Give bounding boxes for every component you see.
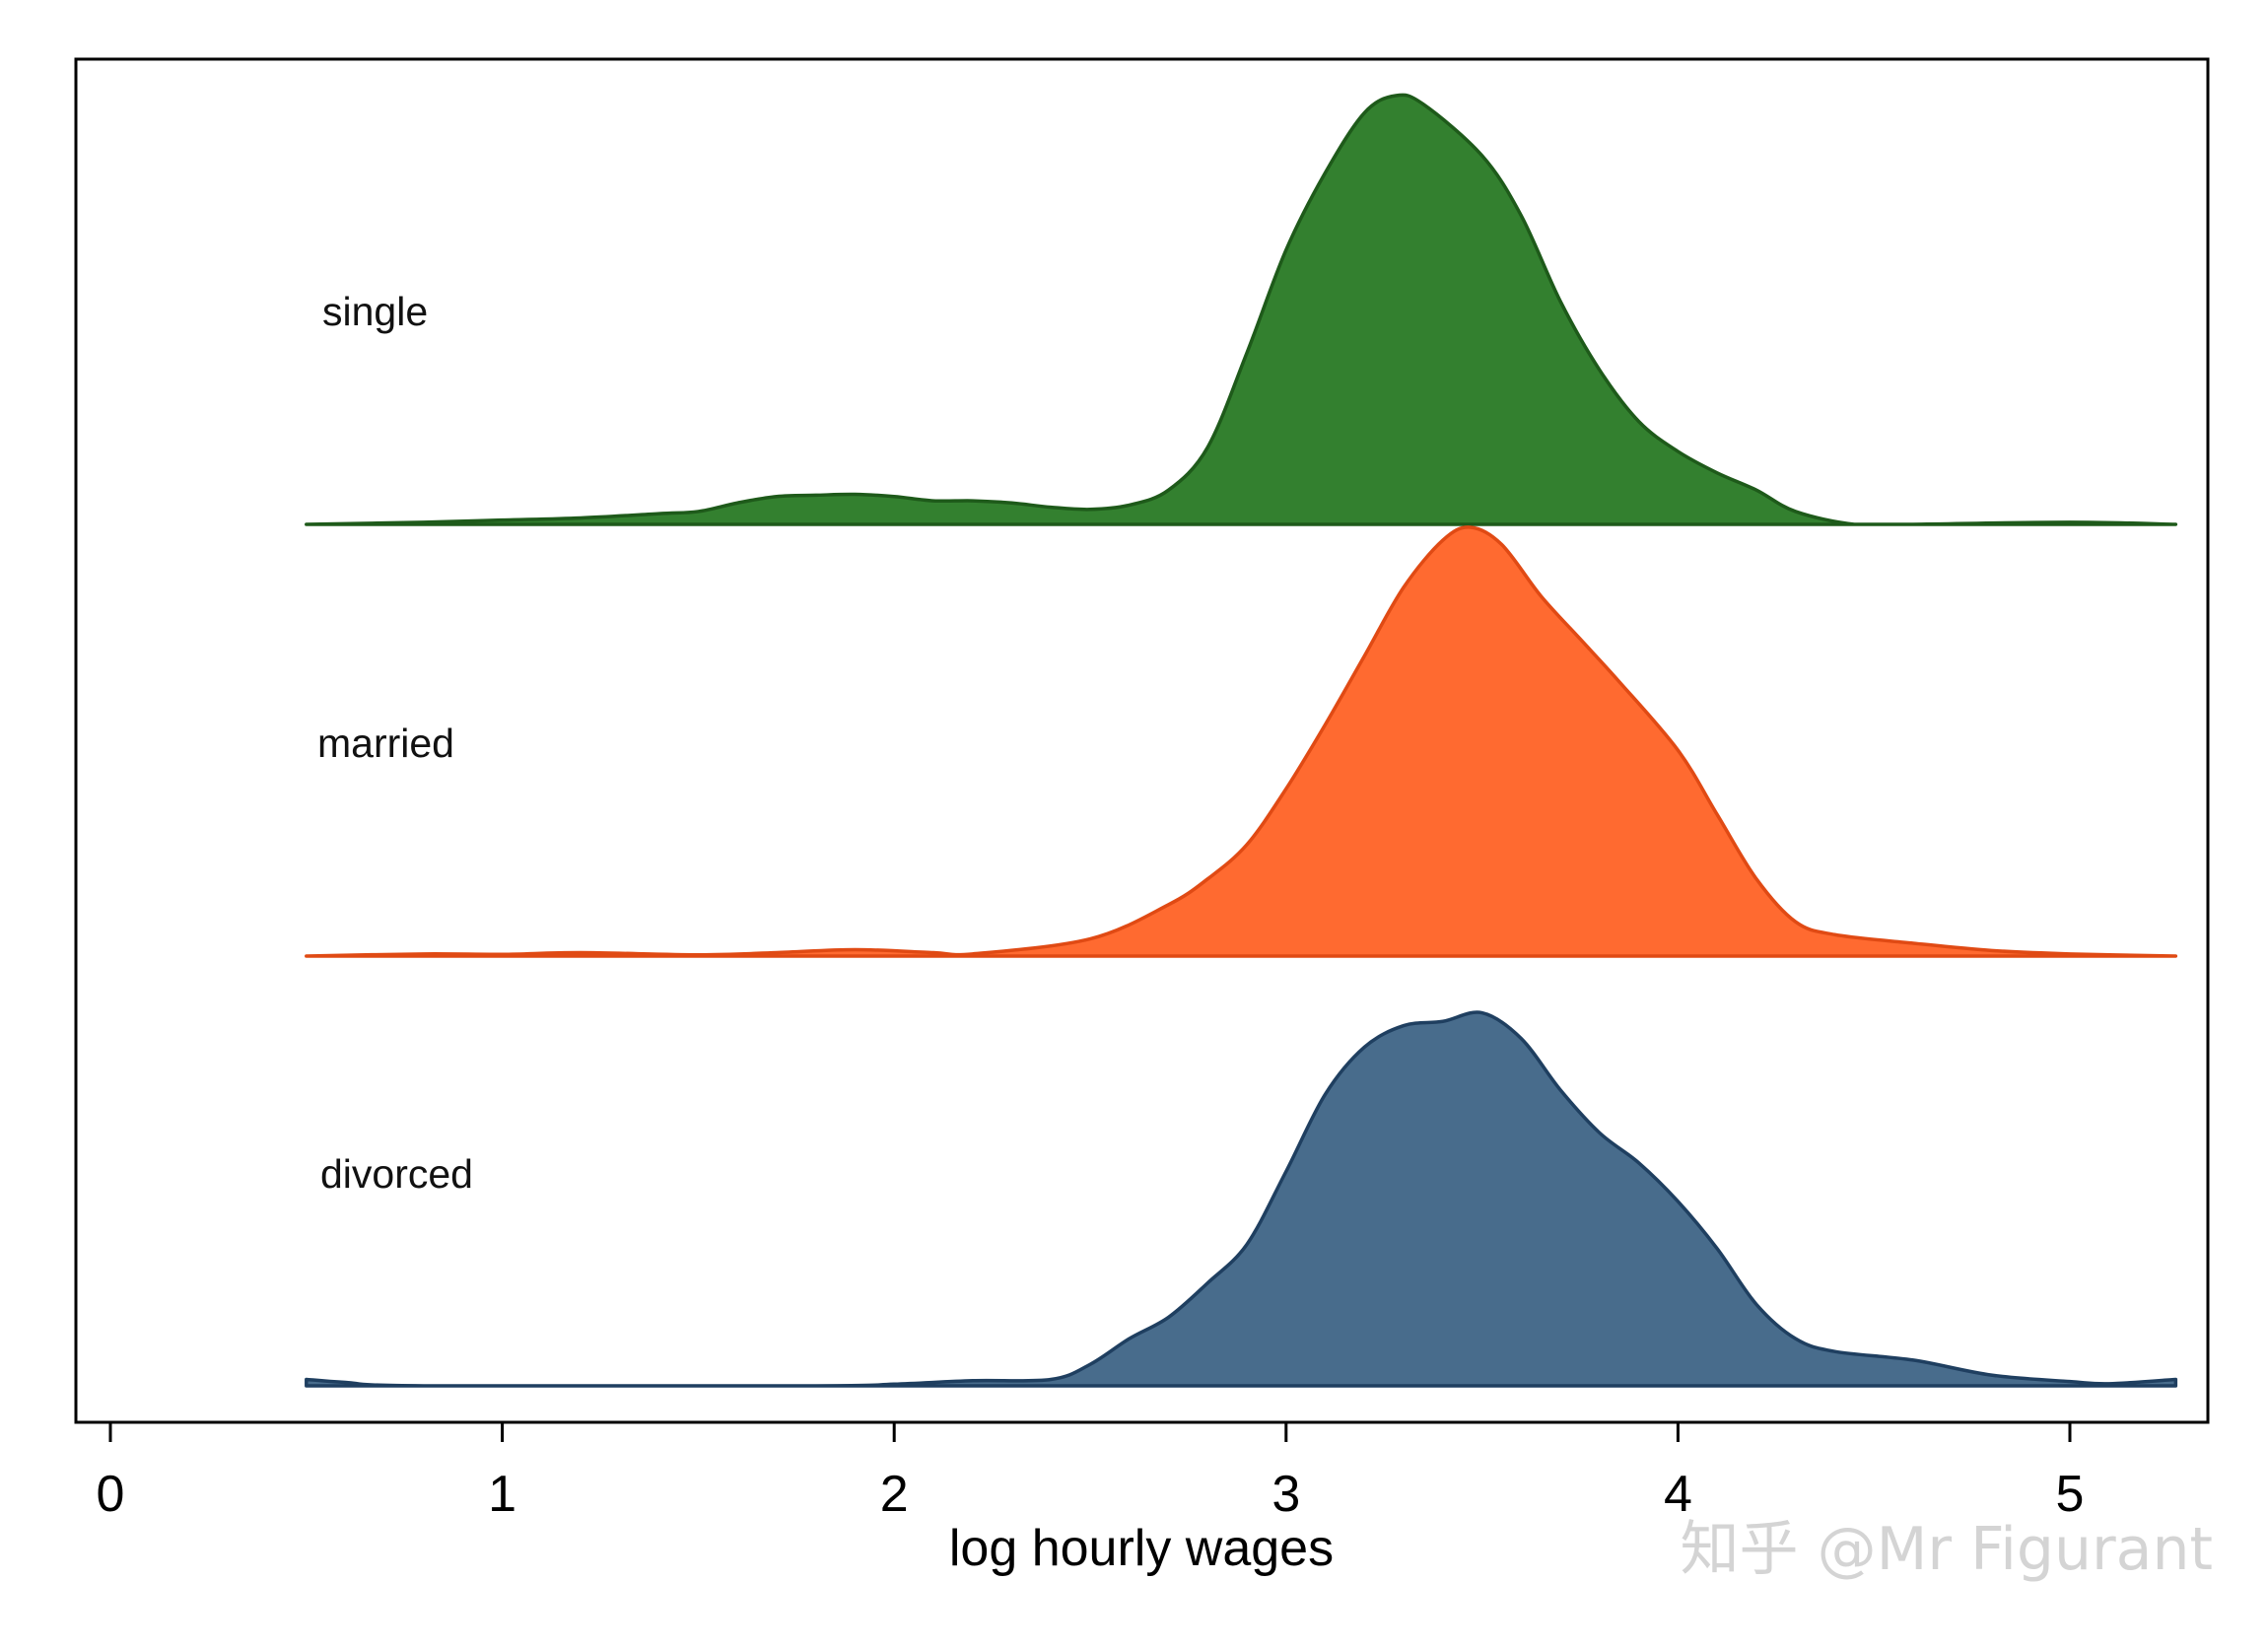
x-tick-label: 5 [2056, 1466, 2085, 1523]
watermark-text: 知乎 @Mr Figurant [1681, 1515, 2214, 1584]
series-label-divorced: divorced [320, 1151, 473, 1197]
x-tick-label: 3 [1271, 1466, 1300, 1523]
group-labels: single married divorced [317, 289, 473, 1197]
series-label-single: single [322, 289, 428, 334]
x-axis-ticks: 0 1 2 3 4 5 [97, 1422, 2085, 1523]
series-label-married: married [317, 721, 454, 766]
density-single [305, 93, 2178, 526]
density-divorced [305, 1010, 2178, 1388]
ridges-group [305, 93, 2178, 1388]
x-axis-title: log hourly wages [949, 1520, 1334, 1577]
x-tick-label: 4 [1664, 1466, 1692, 1523]
x-tick-label: 0 [97, 1466, 125, 1523]
x-tick-label: 2 [880, 1466, 909, 1523]
density-married [305, 525, 2178, 958]
x-tick-label: 1 [488, 1466, 516, 1523]
